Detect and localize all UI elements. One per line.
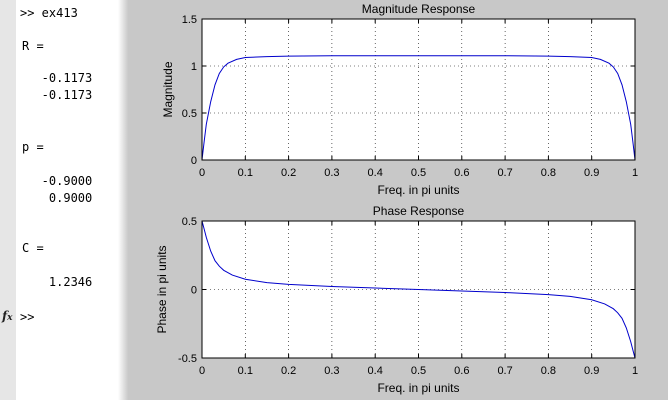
command-line: 1.2346 [20, 275, 93, 289]
phase-x-tick-label: 0.7 [497, 365, 512, 377]
magnitude-y-tick-label: 1.5 [182, 14, 197, 26]
command-line: >> ex413 [20, 6, 78, 20]
command-window[interactable]: >> ex413 R = -0.1173 -0.1173 p = -0.9000… [0, 0, 126, 400]
phase-x-axis-label: Freq. in pi units [377, 381, 459, 395]
magnitude-y-tick-label: 0.5 [182, 108, 197, 120]
phase-chart-title: Phase Response [373, 204, 465, 218]
magnitude-x-tick-label: 0.7 [497, 167, 512, 179]
phase-x-tick-label: 0.8 [541, 365, 556, 377]
phase-x-tick-label: 0.4 [368, 365, 383, 377]
magnitude-chart-title: Magnitude Response [362, 2, 476, 16]
phase-x-tick-label: 0.5 [411, 365, 426, 377]
magnitude-x-axis-label: Freq. in pi units [377, 183, 459, 197]
magnitude-x-tick-label: 0.8 [541, 167, 556, 179]
magnitude-y-tick-label: 0 [191, 155, 197, 167]
window-divider[interactable] [118, 0, 128, 400]
command-line: p = [22, 140, 44, 154]
magnitude-x-tick-label: 0.5 [411, 167, 426, 179]
magnitude-series-line [201, 55, 636, 161]
magnitude-x-tick-label: 0.2 [281, 167, 296, 179]
command-prompt[interactable]: >> [20, 310, 35, 324]
figure-window: 0 0.1 0.2 0.3 0.4 0.5 0.6 0.7 0.8 0.9 1 0 0.5 1 1.5 Mag… [128, 0, 668, 400]
phase-axes-frame [201, 220, 636, 359]
magnitude-x-tick-label: 0 [199, 167, 205, 179]
magnitude-x-tick-label: 0.1 [238, 167, 253, 179]
magnitude-x-tick-label: 0.4 [368, 167, 383, 179]
magnitude-x-tick-label: 1 [632, 167, 638, 179]
magnitude-x-tick-label: 0.6 [454, 167, 469, 179]
phase-series-line [201, 220, 636, 359]
phase-x-tick-label: 0 [199, 365, 205, 377]
phase-x-tick-label: 0.6 [454, 365, 469, 377]
figure-canvas: 0 0.1 0.2 0.3 0.4 0.5 0.6 0.7 0.8 0.9 1 0 0.5 1 1.5 Mag… [155, 2, 638, 395]
phase-x-tick-label: 0.1 [238, 365, 253, 377]
magnitude-x-tick-label: 0.3 [324, 167, 339, 179]
phase-y-tick-label: 0.5 [182, 216, 197, 228]
command-line: C = [22, 241, 44, 255]
command-line: -0.9000 [20, 174, 93, 188]
phase-y-tick-label: 0 [191, 285, 197, 297]
phase-x-tick-label: 0.9 [584, 365, 599, 377]
magnitude-y-tick-label: 1 [191, 61, 197, 73]
magnitude-axes-frame [201, 18, 636, 161]
command-window-gutter [0, 0, 16, 400]
phase-y-axis-label: Phase in pi units [155, 245, 169, 333]
command-line: -0.1173 [20, 71, 93, 85]
phase-x-tick-label: 1 [632, 365, 638, 377]
fx-icon[interactable]: fx [2, 309, 13, 323]
command-line: 0.9000 [20, 191, 93, 205]
phase-x-tick-label: 0.3 [324, 365, 339, 377]
magnitude-axes-background [202, 19, 635, 160]
command-line: R = [22, 39, 44, 53]
phase-x-tick-label: 0.2 [281, 365, 296, 377]
command-line: -0.1173 [20, 88, 93, 102]
magnitude-x-tick-label: 0.9 [584, 167, 599, 179]
phase-y-tick-label: -0.5 [178, 353, 197, 365]
magnitude-y-axis-label: Magnitude [161, 61, 175, 117]
